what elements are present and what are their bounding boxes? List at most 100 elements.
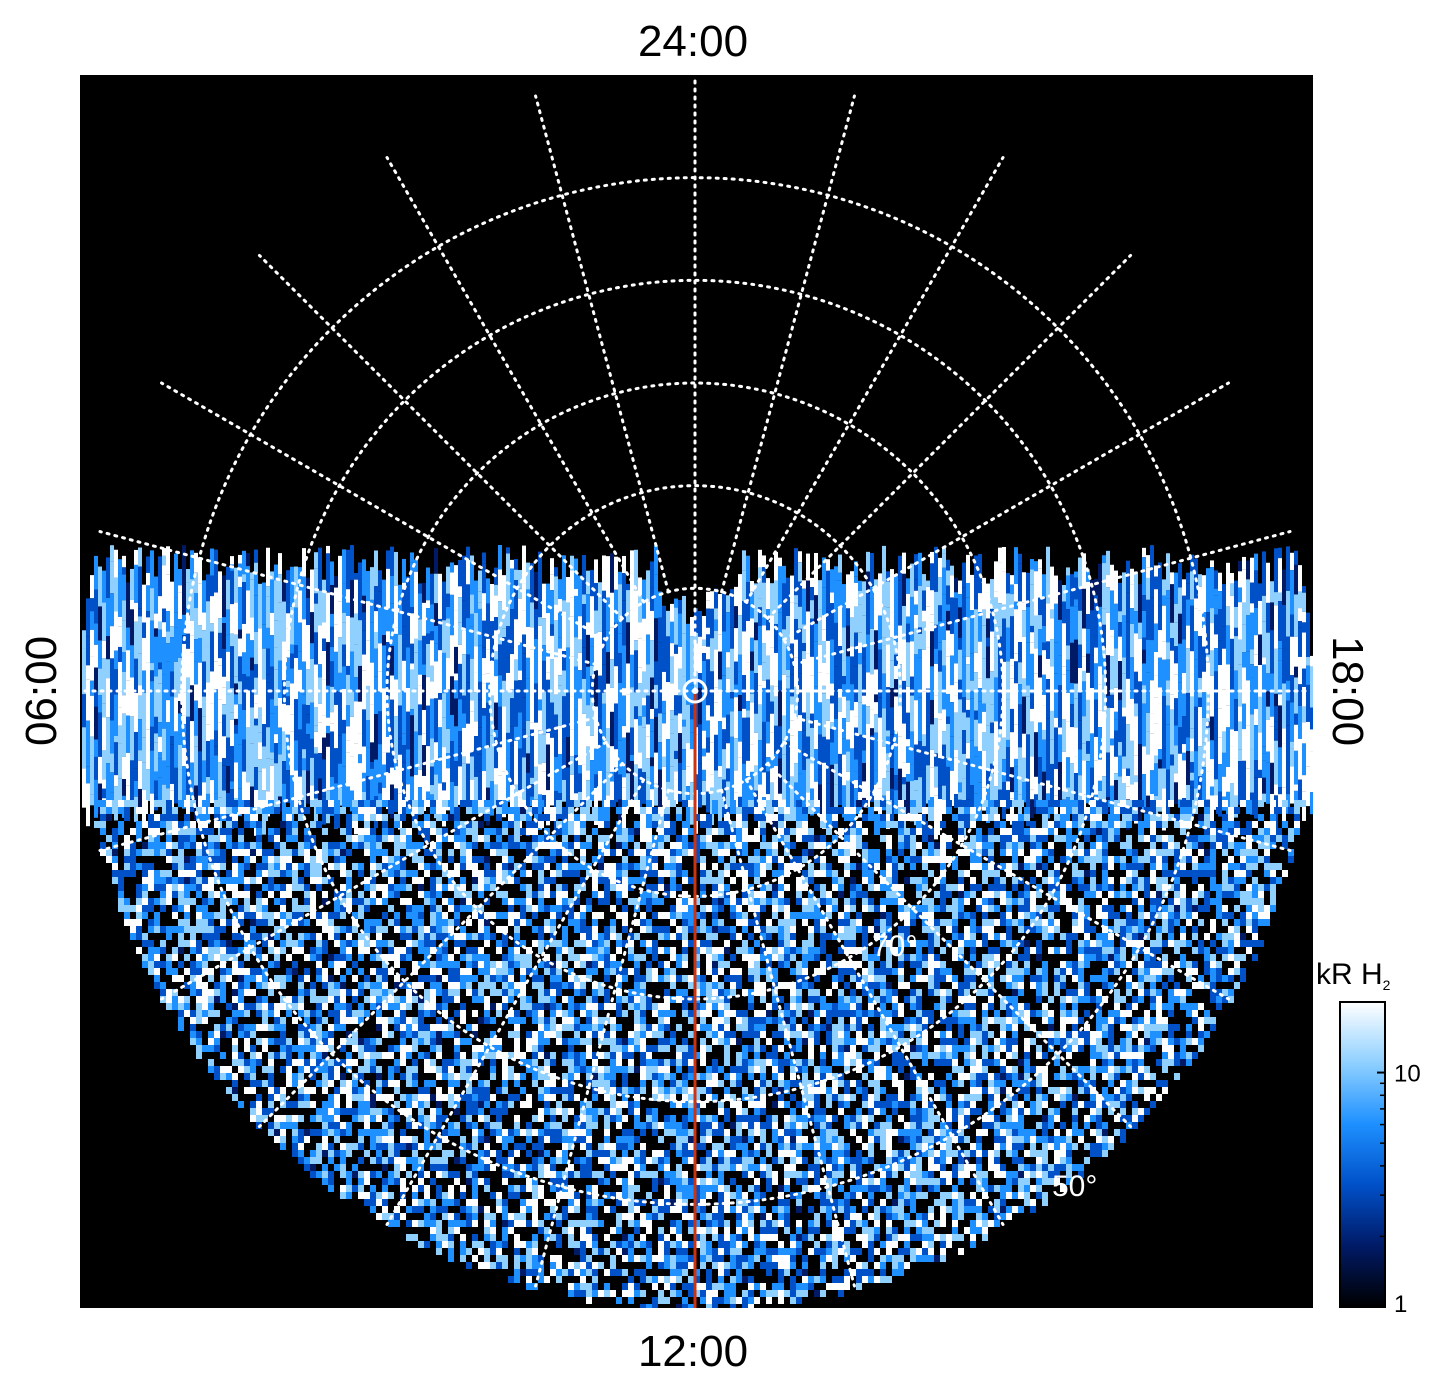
emission-pixel <box>124 835 130 842</box>
emission-streak <box>622 777 626 788</box>
emission-streak <box>1242 602 1246 625</box>
emission-streak <box>158 736 162 752</box>
emission-pixel <box>622 870 628 877</box>
emission-streak <box>474 613 478 647</box>
emission-streak <box>978 723 982 752</box>
emission-pixel <box>1150 800 1156 807</box>
emission-streak <box>1066 609 1070 646</box>
emission-streak <box>1066 567 1070 576</box>
emission-pixel <box>1174 842 1180 849</box>
emission-pixel <box>484 898 490 905</box>
emission-streak <box>250 640 254 658</box>
emission-pixel <box>262 898 268 905</box>
emission-pixel <box>178 842 184 849</box>
emission-streak <box>502 628 506 638</box>
emission-streak <box>578 698 582 736</box>
emission-pixel <box>1270 814 1276 821</box>
emission-streak <box>550 778 554 806</box>
emission-streak <box>454 673 458 681</box>
emission-pixel <box>1012 884 1018 891</box>
emission-pixel <box>1288 835 1294 842</box>
emission-streak <box>518 588 522 599</box>
emission-streak <box>806 717 810 737</box>
emission-streak <box>854 748 858 760</box>
emission-pixel <box>1186 814 1192 821</box>
emission-pixel <box>862 877 868 884</box>
emission-pixel <box>232 856 238 863</box>
emission-streak <box>378 711 382 745</box>
emission-pixel <box>604 842 610 849</box>
emission-streak <box>1210 560 1214 568</box>
emission-pixel <box>124 814 130 821</box>
emission-pixel <box>184 891 190 898</box>
emission-streak <box>866 634 870 673</box>
emission-streak <box>318 722 322 754</box>
emission-pixel <box>568 842 574 849</box>
emission-pixel <box>1174 856 1180 863</box>
emission-pixel <box>1144 849 1150 856</box>
emission-streak <box>954 598 958 622</box>
emission-streak <box>254 677 258 695</box>
emission-pixel <box>178 849 184 856</box>
emission-streak <box>482 593 486 621</box>
emission-pixel <box>754 870 760 877</box>
emission-pixel <box>1228 842 1234 849</box>
emission-pixel <box>1222 835 1228 842</box>
emission-pixel <box>178 877 184 884</box>
emission-pixel <box>268 863 274 870</box>
emission-pixel <box>430 905 436 912</box>
emission-streak <box>330 686 334 713</box>
emission-streak <box>674 653 678 696</box>
emission-pixel <box>616 891 622 898</box>
emission-streak <box>230 746 234 782</box>
emission-streak <box>302 548 306 577</box>
emission-pixel <box>1072 821 1078 828</box>
emission-pixel <box>1042 800 1048 807</box>
emission-pixel <box>1054 814 1060 821</box>
emission-pixel <box>448 884 454 891</box>
emission-pixel <box>394 891 400 898</box>
emission-streak <box>646 634 650 665</box>
emission-pixel <box>700 884 706 891</box>
emission-streak <box>218 762 222 798</box>
emission-pixel <box>256 842 262 849</box>
emission-streak <box>318 753 322 779</box>
emission-streak <box>626 622 630 664</box>
emission-pixel <box>538 842 544 849</box>
emission-pixel <box>1024 884 1030 891</box>
emission-streak <box>886 730 890 737</box>
emission-streak <box>346 705 350 727</box>
emission-streak <box>166 722 170 767</box>
emission-pixel <box>1132 891 1138 898</box>
emission-streak <box>898 664 902 707</box>
emission-streak <box>1306 665 1310 685</box>
emission-streak <box>738 694 742 712</box>
emission-streak <box>1022 678 1026 697</box>
emission-streak <box>1210 740 1214 760</box>
emission-streak <box>762 625 766 644</box>
emission-streak <box>1110 745 1114 786</box>
emission-streak <box>890 637 894 661</box>
emission-streak <box>350 691 354 717</box>
emission-pixel <box>442 828 448 835</box>
emission-streak <box>1018 684 1022 705</box>
emission-pixel <box>454 828 460 835</box>
emission-streak <box>1190 780 1194 788</box>
emission-streak <box>406 687 410 712</box>
emission-streak <box>206 646 210 671</box>
emission-streak <box>578 627 582 640</box>
emission-pixel <box>532 856 538 863</box>
emission-pixel <box>712 807 718 814</box>
emission-pixel <box>676 856 682 863</box>
emission-streak <box>846 739 850 752</box>
emission-streak <box>154 636 158 677</box>
emission-pixel <box>124 870 130 877</box>
emission-streak <box>346 740 350 753</box>
emission-streak <box>170 671 174 697</box>
emission-pixel <box>562 891 568 898</box>
emission-streak <box>782 583 786 630</box>
emission-streak <box>1202 717 1206 743</box>
emission-streak <box>266 586 270 597</box>
emission-pixel <box>706 828 712 835</box>
emission-streak <box>326 634 330 643</box>
